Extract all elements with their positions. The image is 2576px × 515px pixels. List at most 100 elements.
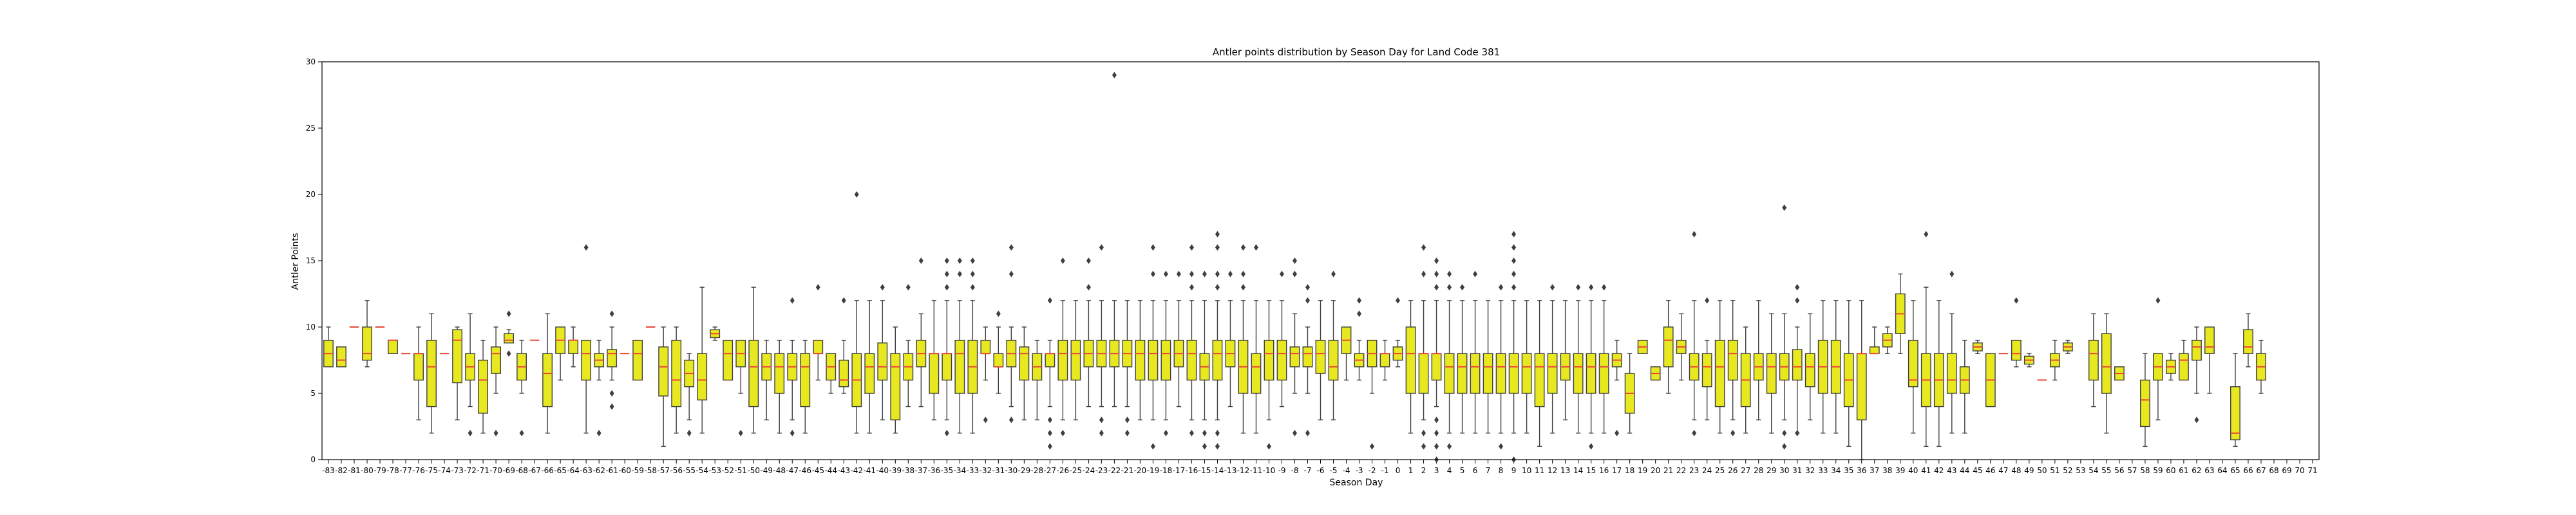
box--8 [1289,258,1300,436]
x-tick-label: -79 [374,466,386,475]
x-tick-label: -38 [902,466,914,475]
y-axis: 0 5 10 15 20 25 30 [306,57,322,464]
outlier-point [1447,270,1452,277]
box-19 [1637,339,1648,354]
x-tick-label: -22 [1108,466,1121,475]
box-body [542,353,553,407]
box-35 [1843,300,1854,447]
x-tick-label: 33 [1818,466,1828,475]
box-body [1276,339,1287,381]
box--63 [581,244,592,434]
outlier-point [1150,443,1155,450]
outlier-point [609,403,614,410]
box-body [1727,339,1738,381]
box--31 [993,310,1004,394]
outlier-point [880,284,885,291]
x-tick-label: -1 [1381,466,1389,475]
outlier-point [1421,244,1426,251]
box-6 [1470,270,1481,434]
box--40 [877,284,888,420]
box-body [1251,353,1262,394]
x-tick-label: -33 [967,466,980,475]
outlier-point [1215,244,1220,251]
outlier-point [468,429,473,436]
outlier-point [1189,284,1194,291]
outlier-point [1047,417,1052,424]
outlier-point [1949,270,1955,277]
x-tick-label: -28 [1031,466,1044,475]
x-tick-label: 12 [1548,466,1557,475]
outlier-point [1292,270,1297,277]
outlier-point [1782,443,1787,450]
box--35 [942,258,952,436]
x-tick-label: 9 [1511,466,1517,475]
box-body [1869,346,1880,354]
outlier-point [583,244,589,251]
x-tick-label: 34 [1831,466,1841,475]
x-tick-label: 31 [1792,466,1802,475]
x-tick-label: 0 [1396,466,1401,475]
box--34 [954,258,965,434]
x-tick-label: -40 [876,466,889,475]
outlier-point [1511,284,1517,291]
box-body [1457,353,1468,394]
x-tick-label: 45 [1973,466,1982,475]
x-tick-label: -54 [696,466,708,475]
x-tick-label: 22 [1676,466,1686,475]
x-tick-label: -73 [451,466,464,475]
box-body [1148,339,1159,381]
box--43 [838,297,849,394]
x-tick-label: 30 [1779,466,1789,475]
outlier-point [1331,270,1336,277]
box-45 [1972,339,1983,354]
x-tick-label: 18 [1625,466,1634,475]
box-20 [1650,366,1661,381]
box-body [942,353,952,381]
x-tick-label: 59 [2153,466,2163,475]
box-body [362,326,372,361]
box-5 [1457,284,1468,434]
x-tick-label: 58 [2140,466,2150,475]
x-tick-label: 6 [1473,466,1478,475]
x-tick-label: 28 [1754,466,1763,475]
outlier-point [1009,244,1014,251]
box--57 [658,326,669,447]
x-tick-label: -36 [928,466,941,475]
outlier-point [1292,429,1297,436]
x-tick-label: -82 [335,466,348,475]
x-tick-label: -81 [348,466,361,475]
box-body [452,329,462,384]
x-tick-label: 43 [1947,466,1956,475]
x-tick-label: -68 [515,466,528,475]
x-tick-label: -25 [1070,466,1083,475]
box--30 [1006,244,1017,424]
x-tick-label: -69 [502,466,515,475]
box--18 [1160,270,1171,436]
box--55 [684,353,695,436]
x-tick-label: -58 [644,466,657,475]
box-body [1495,353,1506,394]
x-tick-label: 60 [2166,466,2175,475]
y-tick-label: 10 [306,323,316,332]
outlier-point [970,284,975,291]
x-tick-label: -4 [1343,466,1350,475]
box-body [1212,339,1223,381]
box-body [388,339,398,354]
x-tick-label: -70 [489,466,502,475]
outlier-point [1189,270,1194,277]
y-tick-label: 30 [306,57,316,66]
box--46 [800,339,811,434]
box--28 [1032,339,1043,420]
outlier-point [1215,284,1220,291]
box--20 [1135,300,1146,420]
box--82 [336,346,346,368]
outlier-point [1202,443,1207,450]
outlier-point [1163,429,1168,436]
box-body [607,349,618,368]
box--4 [1341,326,1352,381]
outlier-point [609,310,614,317]
outlier-point [1460,284,1465,291]
x-tick-label: -3 [1356,466,1363,475]
box-18 [1624,353,1635,434]
